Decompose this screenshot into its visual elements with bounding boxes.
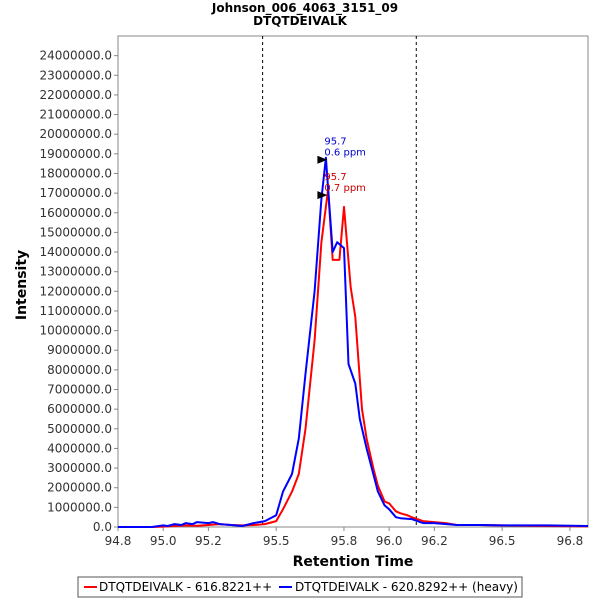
legend-box (77, 576, 523, 598)
y-tick-label: 9000000.0 (47, 343, 112, 357)
y-axis-label: Intensity (14, 250, 30, 320)
y-tick-label: 2000000.0 (47, 481, 112, 495)
series-line-heavy (118, 156, 589, 528)
y-tick-label: 7000000.0 (47, 383, 112, 397)
y-tick-label: 13000000.0 (39, 265, 112, 279)
y-tick-label: 8000000.0 (47, 363, 112, 377)
legend-label-light: DTQTDEIVALK - 616.8221++ (99, 580, 272, 594)
chart-subtitle: DTQTDEIVALK (253, 14, 348, 28)
y-tick-label: 11000000.0 (39, 304, 112, 318)
peak-rt-label-light: 95.7 (324, 172, 346, 183)
y-tick-label: 14000000.0 (39, 245, 112, 259)
peak-rt-label-heavy: 95.7 (324, 137, 346, 148)
x-tick-label: 95.8 (331, 534, 358, 548)
plot-area (117, 35, 589, 528)
y-tick-label: 12000000.0 (39, 284, 112, 298)
x-axis: 94.8 95.0 95.2 95.5 95.8 96.0 96.2 96.5 96.8 (105, 527, 584, 548)
x-tick-label: 96.2 (421, 534, 448, 548)
y-tick-label: 17000000.0 (39, 186, 112, 200)
y-axis: 0.0 1000000.0 2000000.0 3000000.0 4000000.0 5… (39, 49, 118, 534)
y-tick-label: 20000000.0 (39, 127, 112, 141)
x-tick-label: 95.0 (150, 534, 177, 548)
x-tick-label: 96.8 (557, 534, 584, 548)
y-tick-label: 6000000.0 (47, 402, 112, 416)
y-tick-label: 10000000.0 (39, 324, 112, 338)
x-tick-label: 96.0 (376, 534, 403, 548)
legend-label-heavy: DTQTDEIVALK - 620.8292++ (heavy) (295, 580, 518, 594)
peak-arrow-light (317, 191, 328, 200)
x-tick-label: 94.8 (105, 534, 132, 548)
y-tick-label: 0.0 (93, 520, 112, 534)
x-tick-label: 95.5 (263, 534, 290, 548)
peak-ppm-label-light: 0.7 ppm (324, 183, 366, 194)
y-tick-label: 21000000.0 (39, 108, 112, 122)
legend: DTQTDEIVALK - 616.8221++ DTQTDEIVALK - 6… (77, 576, 523, 598)
y-tick-label: 3000000.0 (47, 461, 112, 475)
chart-title: Johnson_006_4063_3151_09 (211, 1, 398, 16)
y-tick-label: 22000000.0 (39, 88, 112, 102)
y-tick-label: 5000000.0 (47, 422, 112, 436)
x-tick-label: 96.5 (489, 534, 516, 548)
y-tick-label: 23000000.0 (39, 68, 112, 82)
y-tick-label: 24000000.0 (39, 49, 112, 63)
x-axis-label: Retention Time (293, 554, 414, 570)
y-tick-label: 16000000.0 (39, 206, 112, 220)
peak-ppm-label-heavy: 0.6 ppm (324, 148, 366, 159)
series-lines (118, 156, 589, 528)
y-tick-label: 18000000.0 (39, 166, 112, 180)
y-tick-label: 19000000.0 (39, 147, 112, 161)
peak-boundaries (262, 36, 417, 527)
peak-arrow-heavy (317, 155, 328, 164)
y-tick-label: 4000000.0 (47, 441, 112, 455)
y-tick-label: 15000000.0 (39, 225, 112, 239)
x-tick-label: 95.2 (195, 534, 222, 548)
y-tick-label: 1000000.0 (47, 500, 112, 514)
